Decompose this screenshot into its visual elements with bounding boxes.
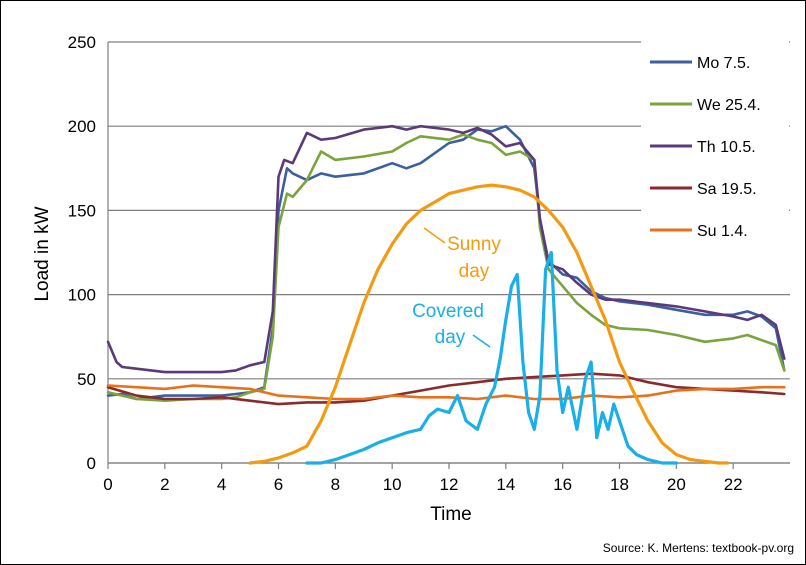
series-line-sa [106, 372, 786, 406]
covered-day-pointer [472, 334, 491, 348]
legend-label: We 25.4. [697, 97, 761, 114]
tick-labels: 0 50 100 150 200 250 0 2 4 6 8 10 12 14 16 18 20 22 [68, 33, 743, 494]
legend: Mo 7.5. We 25.4. Th 10.5. Sa 19.5. Su 1.4. [650, 55, 761, 240]
x-tick-label: 18 [610, 475, 629, 494]
x-tick-label: 6 [274, 475, 283, 494]
x-axis-title: Time [430, 504, 472, 525]
legend-label: Sa 19.5. [697, 181, 757, 198]
x-tick-label: 10 [383, 475, 402, 494]
series-line-su [106, 384, 786, 401]
annotation-sunny: Sunny [447, 234, 501, 255]
y-tick-label: 100 [68, 286, 96, 305]
series-lines [106, 124, 786, 465]
series-line-6 [305, 250, 678, 465]
legend-label: Th 10.5. [697, 139, 756, 156]
y-tick-label: 200 [68, 117, 96, 136]
sunny-day-pointer [423, 227, 446, 244]
series-line-th [106, 124, 786, 374]
x-tick-label: 16 [553, 475, 572, 494]
x-tick-label: 8 [331, 475, 340, 494]
x-tick-label: 12 [440, 475, 459, 494]
x-tick-label: 22 [724, 475, 743, 494]
y-axis-title: Load in kW [32, 206, 53, 301]
series-line-we [106, 133, 786, 403]
annotation-covered: Covered [412, 301, 484, 322]
legend-label: Su 1.4. [697, 223, 748, 240]
legend-label: Mo 7.5. [697, 55, 750, 72]
y-tick-label: 0 [87, 454, 96, 473]
source-note: Source: K. Mertens: textbook-pv.org [603, 541, 794, 555]
x-tick-label: 20 [667, 475, 686, 494]
y-tick-label: 250 [68, 33, 96, 52]
x-tick-label: 4 [217, 475, 226, 494]
y-tick-label: 150 [68, 201, 96, 220]
y-tick-label: 50 [77, 370, 96, 389]
annotation-covered-day: day [435, 327, 466, 348]
x-tick-label: 0 [103, 475, 112, 494]
x-tick-label: 14 [496, 475, 515, 494]
x-tick-label: 2 [160, 475, 169, 494]
annotation-sunny-day: day [459, 261, 490, 282]
series-line-5 [248, 183, 730, 465]
